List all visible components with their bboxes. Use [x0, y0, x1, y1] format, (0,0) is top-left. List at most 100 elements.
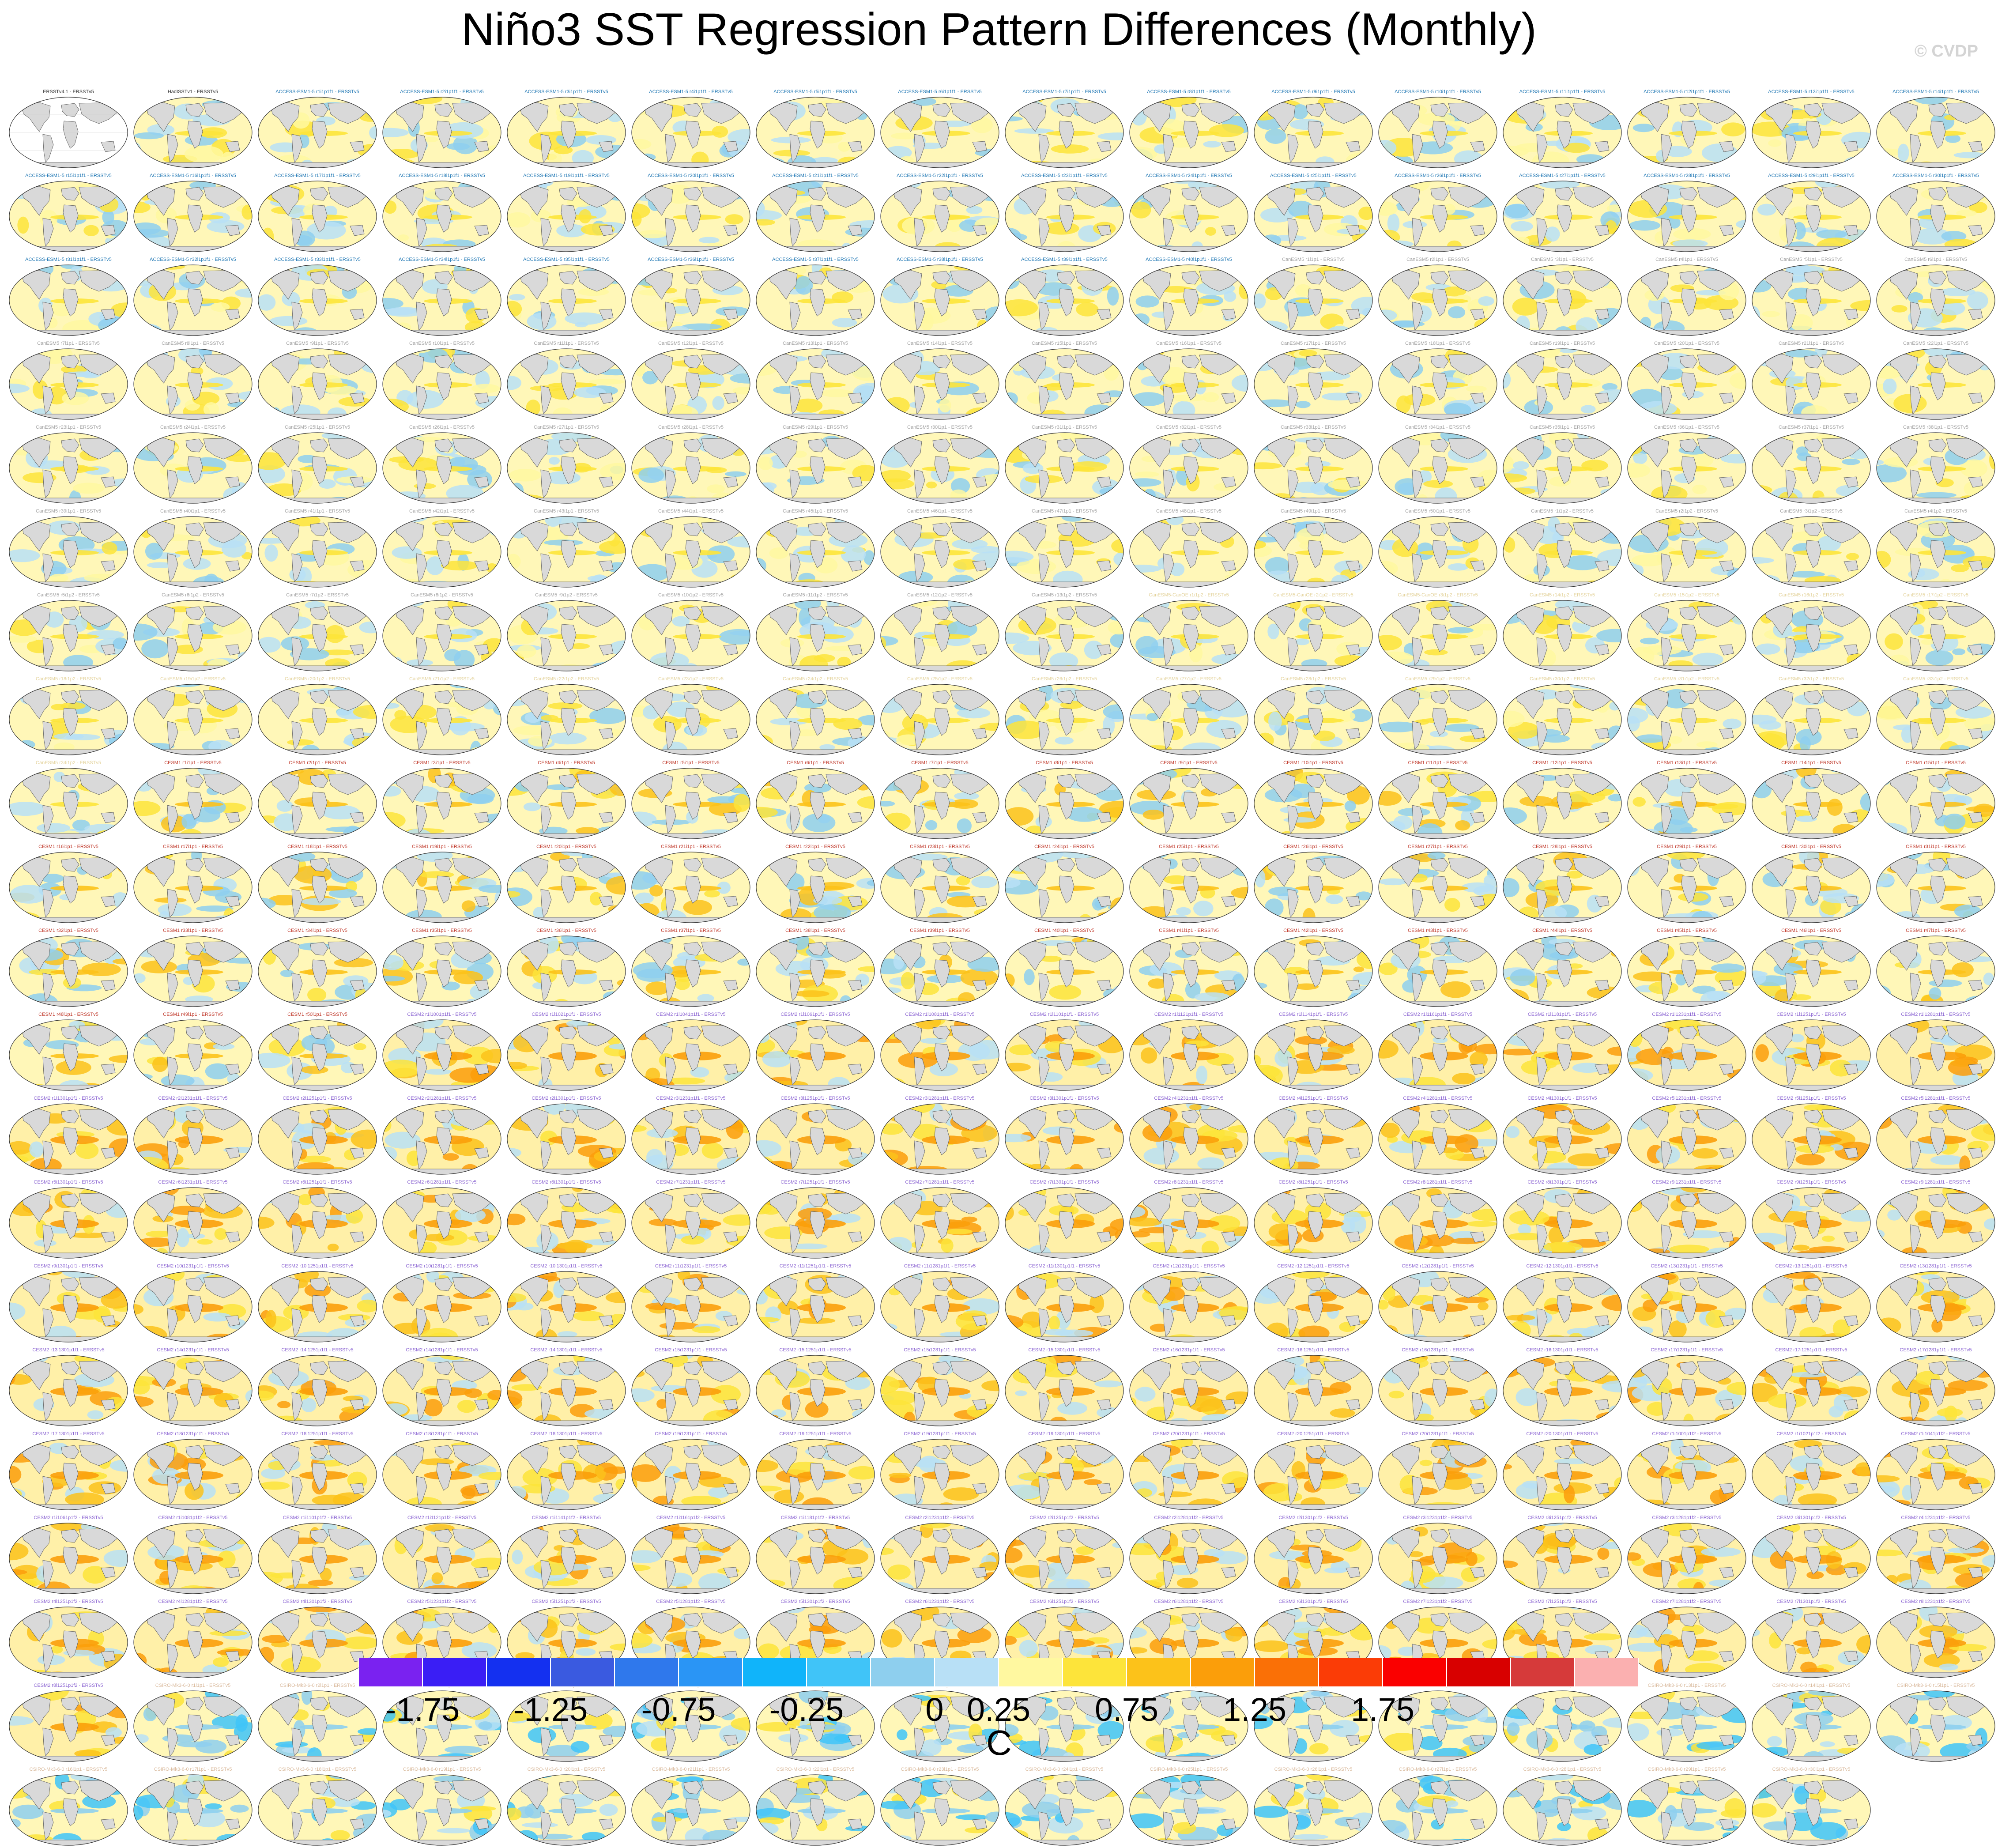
global-map — [1004, 851, 1124, 924]
anomaly-patch — [592, 662, 626, 671]
anomaly-patch — [307, 988, 326, 1002]
panel-title: CESM1 r9i1p1 - ERSSTv5 — [1127, 760, 1251, 766]
panel-title: CanESM5-CanOE r2i1p2 - ERSSTv5 — [1251, 592, 1376, 598]
anomaly-patch — [1464, 600, 1479, 607]
panel-title: ACCESS-ESM1-5 r26i1p1f1 - ERSSTv5 — [1376, 173, 1500, 178]
global-map — [1502, 851, 1622, 924]
map-panel: CESM1 r48i1p1 - ERSSTv5 — [6, 1009, 131, 1093]
anomaly-patch — [1876, 103, 1885, 115]
map-panel: ACCESS-ESM1-5 r9i1p1f1 - ERSSTv5 — [1251, 87, 1376, 170]
anomaly-patch — [675, 979, 690, 990]
map-panel: CanESM5 r19i1p1 - ERSSTv5 — [1500, 338, 1625, 422]
panel-title: CanESM5 r26i1p2 - ERSSTv5 — [1002, 676, 1127, 682]
map-panel: CanESM5 r9i1p1 - ERSSTv5 — [255, 338, 380, 422]
map-panel: CanESM5 r29i1p1 - ERSSTv5 — [753, 422, 878, 506]
map-panel: CESM1 r5i1p1 - ERSSTv5 — [629, 758, 753, 841]
panel-title: CanESM5 r28i1p1 - ERSSTv5 — [629, 425, 753, 430]
anomaly-patch — [1107, 1001, 1124, 1007]
global-map — [133, 600, 253, 672]
panel-title: CanESM5 r29i1p2 - ERSSTv5 — [1376, 676, 1500, 682]
anomaly-patch — [972, 600, 998, 606]
anomaly-patch — [1844, 156, 1870, 168]
panel-title: HadISSTv1 - ERSSTv5 — [131, 89, 255, 94]
global-map — [382, 432, 502, 504]
panel-title: CanESM5 r13i1p2 - ERSSTv5 — [1002, 592, 1127, 598]
panel-title: CanESM5-CanOE r1i1p2 - ERSSTv5 — [1127, 592, 1251, 598]
global-map — [506, 96, 626, 169]
anomaly-patch — [635, 180, 661, 187]
global-map — [1876, 600, 1996, 672]
panel-title: ACCESS-ESM1-5 r17i1p1f1 - ERSSTv5 — [255, 173, 380, 178]
global-map — [1004, 935, 1124, 1007]
panel-title: CanESM5 r5i1p1 - ERSSTv5 — [1749, 257, 1874, 262]
panel-title: ACCESS-ESM1-5 r39i1p1f1 - ERSSTv5 — [1002, 257, 1127, 262]
global-map — [1129, 767, 1249, 840]
map-panel: CanESM5 r1i1p2 - ERSSTv5 — [1500, 506, 1625, 590]
global-map — [257, 264, 377, 336]
anomaly-patch — [110, 665, 121, 671]
panel-title: CanESM5 r27i1p2 - ERSSTv5 — [1127, 676, 1251, 682]
anomaly-patch — [1892, 305, 1908, 313]
global-map — [880, 683, 1000, 756]
global-map — [133, 767, 253, 840]
map-panel: CESM1 r30i1p1 - ERSSTv5 — [1749, 841, 1874, 925]
anomaly-patch — [1358, 348, 1373, 358]
global-map — [382, 600, 502, 672]
anomaly-patch — [382, 955, 403, 970]
map-panel: CanESM5 r2i1p1 - ERSSTv5 — [1376, 254, 1500, 338]
global-map — [755, 600, 875, 672]
global-map — [133, 851, 253, 924]
panel-title: CanESM5 r1i1p1 - ERSSTv5 — [1251, 257, 1376, 262]
anomaly-patch — [926, 482, 937, 489]
global-map — [1751, 180, 1871, 253]
panel-title: CanESM5 r49i1p1 - ERSSTv5 — [1251, 509, 1376, 514]
map-panel: CanESM5 r42i1p1 - ERSSTv5 — [380, 506, 504, 590]
panel-title: CESM1 r43i1p1 - ERSSTv5 — [1376, 928, 1500, 933]
map-panel: CanESM5 r4i1p1 - ERSSTv5 — [1625, 254, 1749, 338]
anomaly-patch — [631, 832, 645, 840]
panel-title: CanESM5 r31i1p1 - ERSSTv5 — [1002, 425, 1127, 430]
anomaly-patch — [972, 600, 994, 603]
anomaly-patch — [1010, 767, 1025, 778]
panel-title: CanESM5 r30i1p1 - ERSSTv5 — [878, 425, 1002, 430]
anomaly-patch — [17, 217, 29, 234]
anomaly-patch — [755, 185, 764, 194]
anomaly-patch — [1512, 298, 1539, 316]
page-title: Niño3 SST Regression Pattern Differences… — [0, 4, 1998, 55]
anomaly-patch — [257, 1000, 282, 1007]
global-map — [1627, 180, 1747, 253]
global-map — [257, 851, 377, 924]
map-panel: CESM1 r13i1p1 - ERSSTv5 — [1625, 758, 1749, 841]
map-panel: CESM2 r1i1021p1f1 - ERSSTv5 — [504, 1009, 629, 1093]
map-panel: CanESM5-CanOE r3i1p2 - ERSSTv5 — [1376, 590, 1500, 674]
anomaly-patch — [1106, 327, 1125, 336]
anomaly-patch — [1816, 230, 1847, 239]
global-map — [880, 180, 1000, 253]
anomaly-patch — [506, 409, 527, 415]
anomaly-patch — [1391, 156, 1413, 167]
anomaly-patch — [489, 348, 502, 361]
anomaly-patch — [506, 554, 521, 569]
global-map — [1751, 683, 1871, 756]
panel-title: ACCESS-ESM1-5 r40i1p1f1 - ERSSTv5 — [1127, 257, 1251, 262]
anomaly-patch — [113, 584, 129, 588]
anomaly-patch — [1253, 243, 1277, 253]
anomaly-patch — [646, 668, 660, 672]
anomaly-patch — [1193, 901, 1214, 916]
panel-title: CanESM5 r9i1p2 - ERSSTv5 — [504, 592, 629, 598]
anomaly-patch — [425, 1069, 451, 1075]
map-panel: CESM1 r45i1p1 - ERSSTv5 — [1625, 925, 1749, 1009]
panel-title: CanESM5 r26i1p1 - ERSSTv5 — [380, 425, 504, 430]
anomaly-patch — [1827, 799, 1843, 816]
anomaly-patch — [1132, 313, 1150, 326]
map-panel: CanESM5 r12i1p1 - ERSSTv5 — [629, 338, 753, 422]
anomaly-patch — [865, 321, 875, 336]
map-panel: CESM1 r27i1p1 - ERSSTv5 — [1376, 841, 1500, 925]
global-map — [1378, 432, 1498, 504]
panel-title: CanESM5 r43i1p1 - ERSSTv5 — [504, 509, 629, 514]
map-panel: ACCESS-ESM1-5 r8i1p1f1 - ERSSTv5 — [1127, 87, 1251, 170]
global-map — [880, 1019, 1000, 1091]
panel-title: CanESM5 r41i1p1 - ERSSTv5 — [255, 509, 380, 514]
map-panel: CanESM5 r13i1p2 - ERSSTv5 — [1002, 590, 1127, 674]
global-map — [1502, 516, 1622, 588]
